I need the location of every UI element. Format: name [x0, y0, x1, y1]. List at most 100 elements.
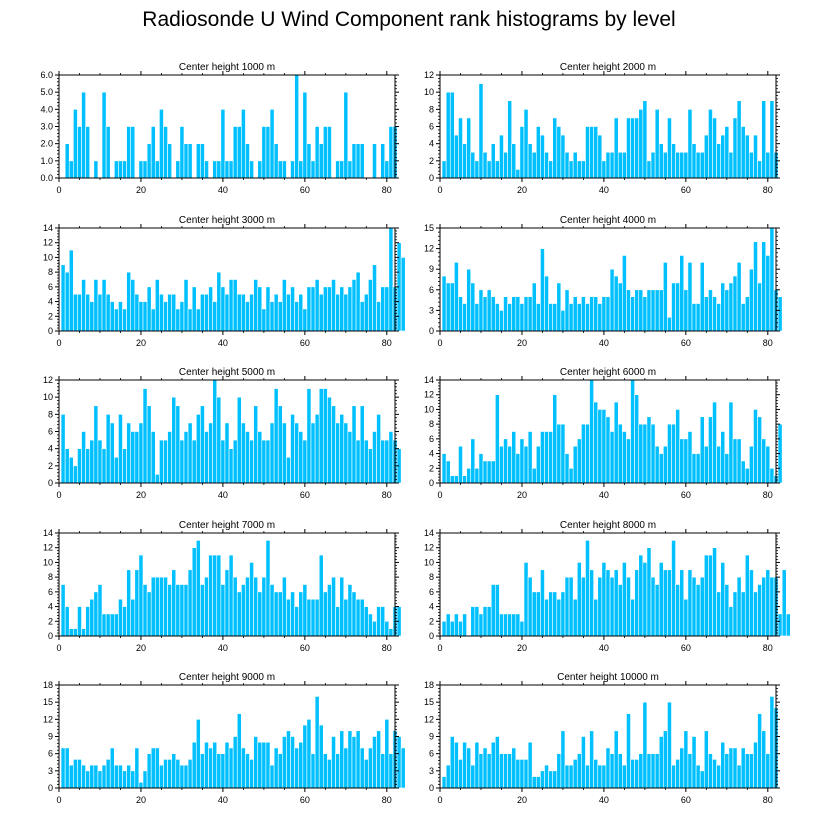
bar [490, 584, 496, 637]
y-tick-label: 4 [48, 602, 53, 612]
main-title: Radiosonde U Wind Component rank histogr… [142, 8, 676, 31]
bar [765, 445, 771, 484]
bar [105, 293, 111, 332]
bar [634, 569, 640, 637]
bar [470, 606, 476, 637]
y-tick-label: 3.0 [40, 122, 53, 132]
bar [523, 109, 529, 179]
panel-title: Center height 2000 m [560, 62, 656, 73]
bar [732, 438, 738, 484]
bar [195, 540, 201, 637]
bar [753, 241, 758, 332]
y-tick-label: 0 [429, 326, 434, 336]
bar [601, 409, 607, 484]
bar [724, 584, 730, 637]
bar [749, 445, 754, 484]
bar [232, 279, 238, 332]
bar [703, 134, 709, 179]
bar [740, 126, 746, 179]
bar [777, 613, 783, 637]
bar [97, 439, 103, 484]
bar [368, 613, 373, 637]
bar [630, 117, 635, 179]
x-tick-label: 60 [681, 490, 691, 500]
bar [576, 562, 582, 637]
bar [466, 268, 472, 332]
bar [499, 310, 504, 332]
bar [499, 134, 504, 179]
bar [650, 753, 656, 789]
x-tick-label: 80 [382, 338, 392, 348]
bar [384, 719, 390, 789]
bar [183, 584, 189, 637]
bar [130, 598, 136, 637]
x-tick-label: 0 [56, 185, 61, 195]
bar [605, 416, 611, 484]
bar [732, 275, 738, 332]
bar [548, 770, 553, 789]
bar [138, 781, 144, 789]
bar [552, 303, 558, 332]
bar [650, 423, 656, 484]
y-tick-label: 9 [429, 264, 434, 274]
bar [683, 730, 689, 789]
bar [355, 271, 361, 332]
bar [683, 151, 689, 179]
bar [355, 143, 361, 179]
bar [327, 584, 332, 637]
bar [753, 409, 758, 484]
bar [449, 282, 455, 332]
bar [318, 554, 324, 637]
chart-panel-7: Center height 7000 m 0 2 4 6 8 10 12 14 0 20 40 60 80 [43, 520, 402, 653]
bar [728, 401, 734, 484]
bar [687, 569, 693, 637]
bar [122, 160, 127, 179]
bar [114, 160, 119, 179]
bar [695, 584, 701, 637]
bar [241, 109, 246, 179]
bar [68, 160, 74, 179]
bar [372, 620, 377, 637]
bar [523, 445, 529, 484]
bar [298, 160, 304, 179]
bar [114, 764, 119, 789]
bar [638, 289, 644, 332]
bar [314, 279, 320, 332]
bar [736, 438, 742, 484]
bar [671, 143, 676, 179]
bar [150, 576, 156, 637]
bar [208, 554, 213, 637]
bar [667, 569, 672, 637]
bar [335, 293, 340, 332]
bar [286, 730, 291, 789]
bar [687, 431, 693, 484]
bar [654, 445, 660, 484]
x-tick-label: 80 [382, 795, 392, 805]
bar [150, 747, 156, 789]
bar [236, 396, 242, 484]
bar [118, 414, 123, 484]
x-tick-label: 60 [300, 338, 310, 348]
bar [765, 151, 771, 179]
bar [515, 453, 521, 484]
bar [109, 301, 115, 332]
y-tick-label: 2 [429, 616, 434, 626]
bar [327, 286, 332, 332]
bar [282, 736, 287, 789]
bar [667, 423, 672, 484]
bar [212, 379, 218, 484]
bar [593, 401, 599, 484]
bar [269, 109, 275, 179]
bar [535, 445, 541, 484]
bar [663, 730, 668, 789]
bar [114, 456, 119, 484]
bar [687, 109, 693, 179]
bar [495, 160, 500, 179]
bar [232, 736, 238, 789]
y-tick-label: 2.0 [40, 139, 53, 149]
bar [560, 310, 566, 332]
bar [441, 453, 447, 484]
panel-title: Center height 4000 m [560, 215, 656, 226]
bar [220, 286, 226, 332]
bar [355, 598, 361, 637]
